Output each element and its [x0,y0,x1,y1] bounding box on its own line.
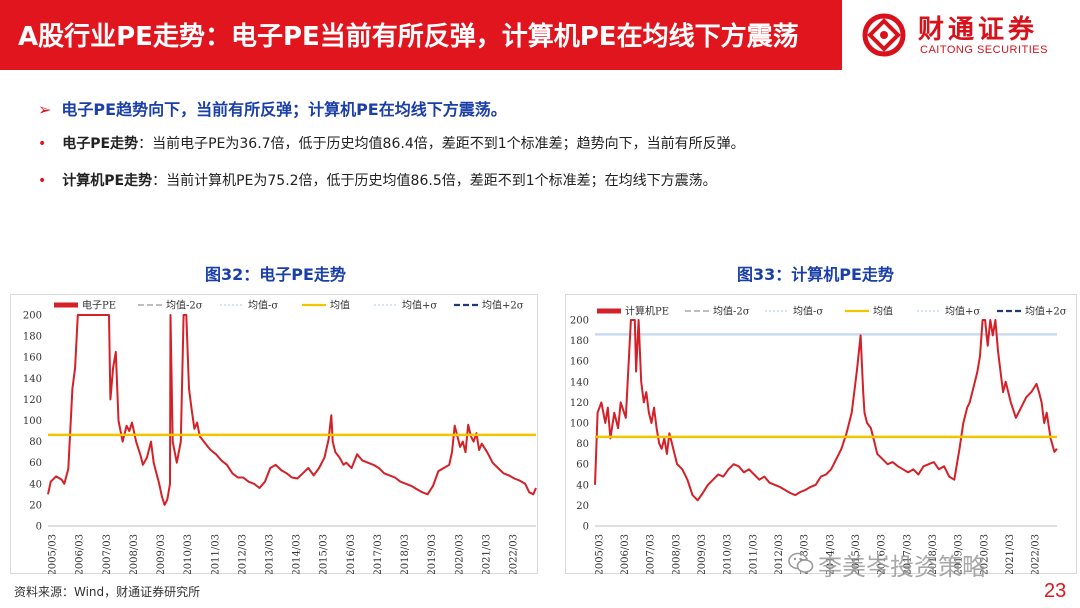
legend-label: 均值+σ [945,305,980,318]
header-bar: A股行业PE走势：电子PE当前有所反弹，计算机PE在均线下方震荡 财通证券 CA… [0,0,1080,70]
legend-label: 均值-σ [793,305,823,318]
arrow-bullet-icon: ➢ [38,100,52,119]
x-tick-label: 2012/03 [237,534,248,574]
chart-electronics-pe: 电子PE 均值-2σ 均值-σ 均值 均值+σ 均值+2σ 0 20 40 60 80 100 120 1… [10,294,538,574]
chart-title-computer: 图33：计算机PE走势 [737,265,894,284]
x-tick-label: 2005/03 [48,534,59,574]
legend-label: 计算机PE [625,305,669,318]
y-tick-label: 80 [29,437,42,448]
y-tick-label: 180 [23,332,42,343]
summary-headline: ➢ 电子PE趋势向下，当前有所反弹；计算机PE在均线下方震荡。 [38,96,507,120]
x-tick-label: 2007/03 [646,534,657,574]
caitong-logo-icon [862,13,906,57]
y-tick-label: 0 [583,522,589,533]
logo-text-en: CAITONG SECURITIES [920,44,1048,56]
legend-label: 均值-2σ [166,299,203,312]
y-tick-label: 40 [29,479,42,490]
x-tick-label: 2016/03 [346,534,357,574]
bullet-text: ：当前计算机PE为75.2倍，低于历史均值86.5倍，差距不到1个标准差；在均线… [152,173,717,189]
legend-label: 均值+σ [402,299,437,312]
x-tick-label: 2015/03 [319,534,330,574]
x-tick-label: 2005/03 [594,534,605,574]
y-tick-label: 100 [23,416,42,427]
x-tick-label: 2009/03 [156,534,167,574]
source-note: 资料来源：Wind，财通证券研究所 [14,585,201,599]
bullet-text: ：当前电子PE为36.7倍，低于历史均值86.4倍，差距不到1个标准差；趋势向下… [138,136,745,152]
y-tick-label: 140 [23,374,42,385]
x-tick-label: 2013/03 [264,534,275,574]
legend-label: 均值 [330,299,350,312]
y-tick-label: 60 [576,460,589,471]
x-tick-label: 2007/03 [102,534,113,574]
y-tick-label: 120 [23,395,42,406]
y-tick-label: 40 [576,480,589,491]
bullet-dot-icon: • [38,136,47,152]
x-tick-label: 2011/03 [748,534,759,574]
x-tick-label: 2014/03 [825,534,836,574]
x-tick-label: 2006/03 [75,534,86,574]
x-tick-label: 2021/03 [481,534,492,574]
summary-headline-text: 电子PE趋势向下，当前有所反弹；计算机PE在均线下方震荡。 [61,100,507,119]
x-tick-label: 2018/03 [400,534,411,574]
page-title: A股行业PE走势：电子PE当前有所反弹，计算机PE在均线下方震荡 [18,22,799,52]
x-tick-label: 2017/03 [902,534,913,574]
x-tick-label: 2019/03 [954,534,965,574]
y-tick-label: 200 [23,311,42,322]
y-tick-label: 120 [570,398,589,409]
page-number: 23 [1044,580,1067,602]
x-tick-label: 2020/03 [454,534,465,574]
watermark-text: 李美岑投资策略 [818,553,986,581]
x-tick-label: 2012/03 [774,534,785,574]
bullet-label: 电子PE走势 [62,136,139,152]
y-tick-label: 160 [570,357,589,368]
wechat-icon [788,552,814,573]
chart-title-electronics: 图32：电子PE走势 [205,265,346,284]
x-tick-label: 2009/03 [697,534,708,574]
x-tick-label: 2013/03 [800,534,811,574]
legend-label: 均值-σ [248,299,278,312]
x-tick-label: 2019/03 [427,534,438,574]
x-tick-label: 2014/03 [292,534,303,574]
chart-frame [565,294,1077,574]
y-tick-label: 20 [29,500,42,511]
x-tick-label: 2008/03 [671,534,682,574]
bullet-dot-icon: • [38,173,47,189]
legend-label: 均值 [873,305,893,318]
series-line [47,314,537,506]
x-tick-label: 2010/03 [183,534,194,574]
y-tick-label: 20 [576,501,589,512]
bullet-label: 计算机PE走势 [62,173,153,189]
y-tick-label: 60 [29,458,42,469]
y-tick-label: 160 [23,353,42,364]
x-tick-label: 2022/03 [508,534,519,574]
legend-label: 均值-2σ [713,305,750,318]
x-tick-label: 2010/03 [723,534,734,574]
y-tick-label: 0 [36,522,42,533]
chart-computer-pe: 计算机PE 均值-2σ 均值-σ 均值 均值+σ 均值+2σ 0 20 40 60 80 100 120… [565,294,1077,574]
x-tick-label: 2006/03 [620,534,631,574]
x-tick-label: 2015/03 [851,534,862,574]
y-tick-label: 200 [570,316,589,327]
x-tick-label: 2008/03 [129,534,140,574]
x-tick-label: 2016/03 [877,534,888,574]
y-tick-label: 140 [570,377,589,388]
y-tick-label: 80 [576,439,589,450]
legend-label: 电子PE [82,299,116,312]
y-tick-label: 180 [570,336,589,347]
series-line [594,319,1058,502]
legend-label: 均值+2σ [1025,305,1067,318]
bullet-computer: • 计算机PE走势：当前计算机PE为75.2倍，低于历史均值86.5倍，差距不到1… [38,170,717,190]
x-tick-label: 2020/03 [979,534,990,574]
logo-text-cn: 财通证券 [918,15,1039,45]
bullet-electronics: • 电子PE走势：当前电子PE为36.7倍，低于历史均值86.4倍，差距不到1个标… [38,133,745,153]
chart-frame [10,294,538,574]
x-tick-label: 2017/03 [373,534,384,574]
y-tick-label: 100 [570,419,589,430]
x-tick-label: 2021/03 [1005,534,1016,574]
x-tick-label: 2011/03 [210,534,221,574]
x-tick-label: 2018/03 [928,534,939,574]
x-tick-label: 2022/03 [1031,534,1042,574]
legend-label: 均值+2σ [482,299,524,312]
logo-area: 财通证券 CAITONG SECURITIES [842,0,1080,70]
